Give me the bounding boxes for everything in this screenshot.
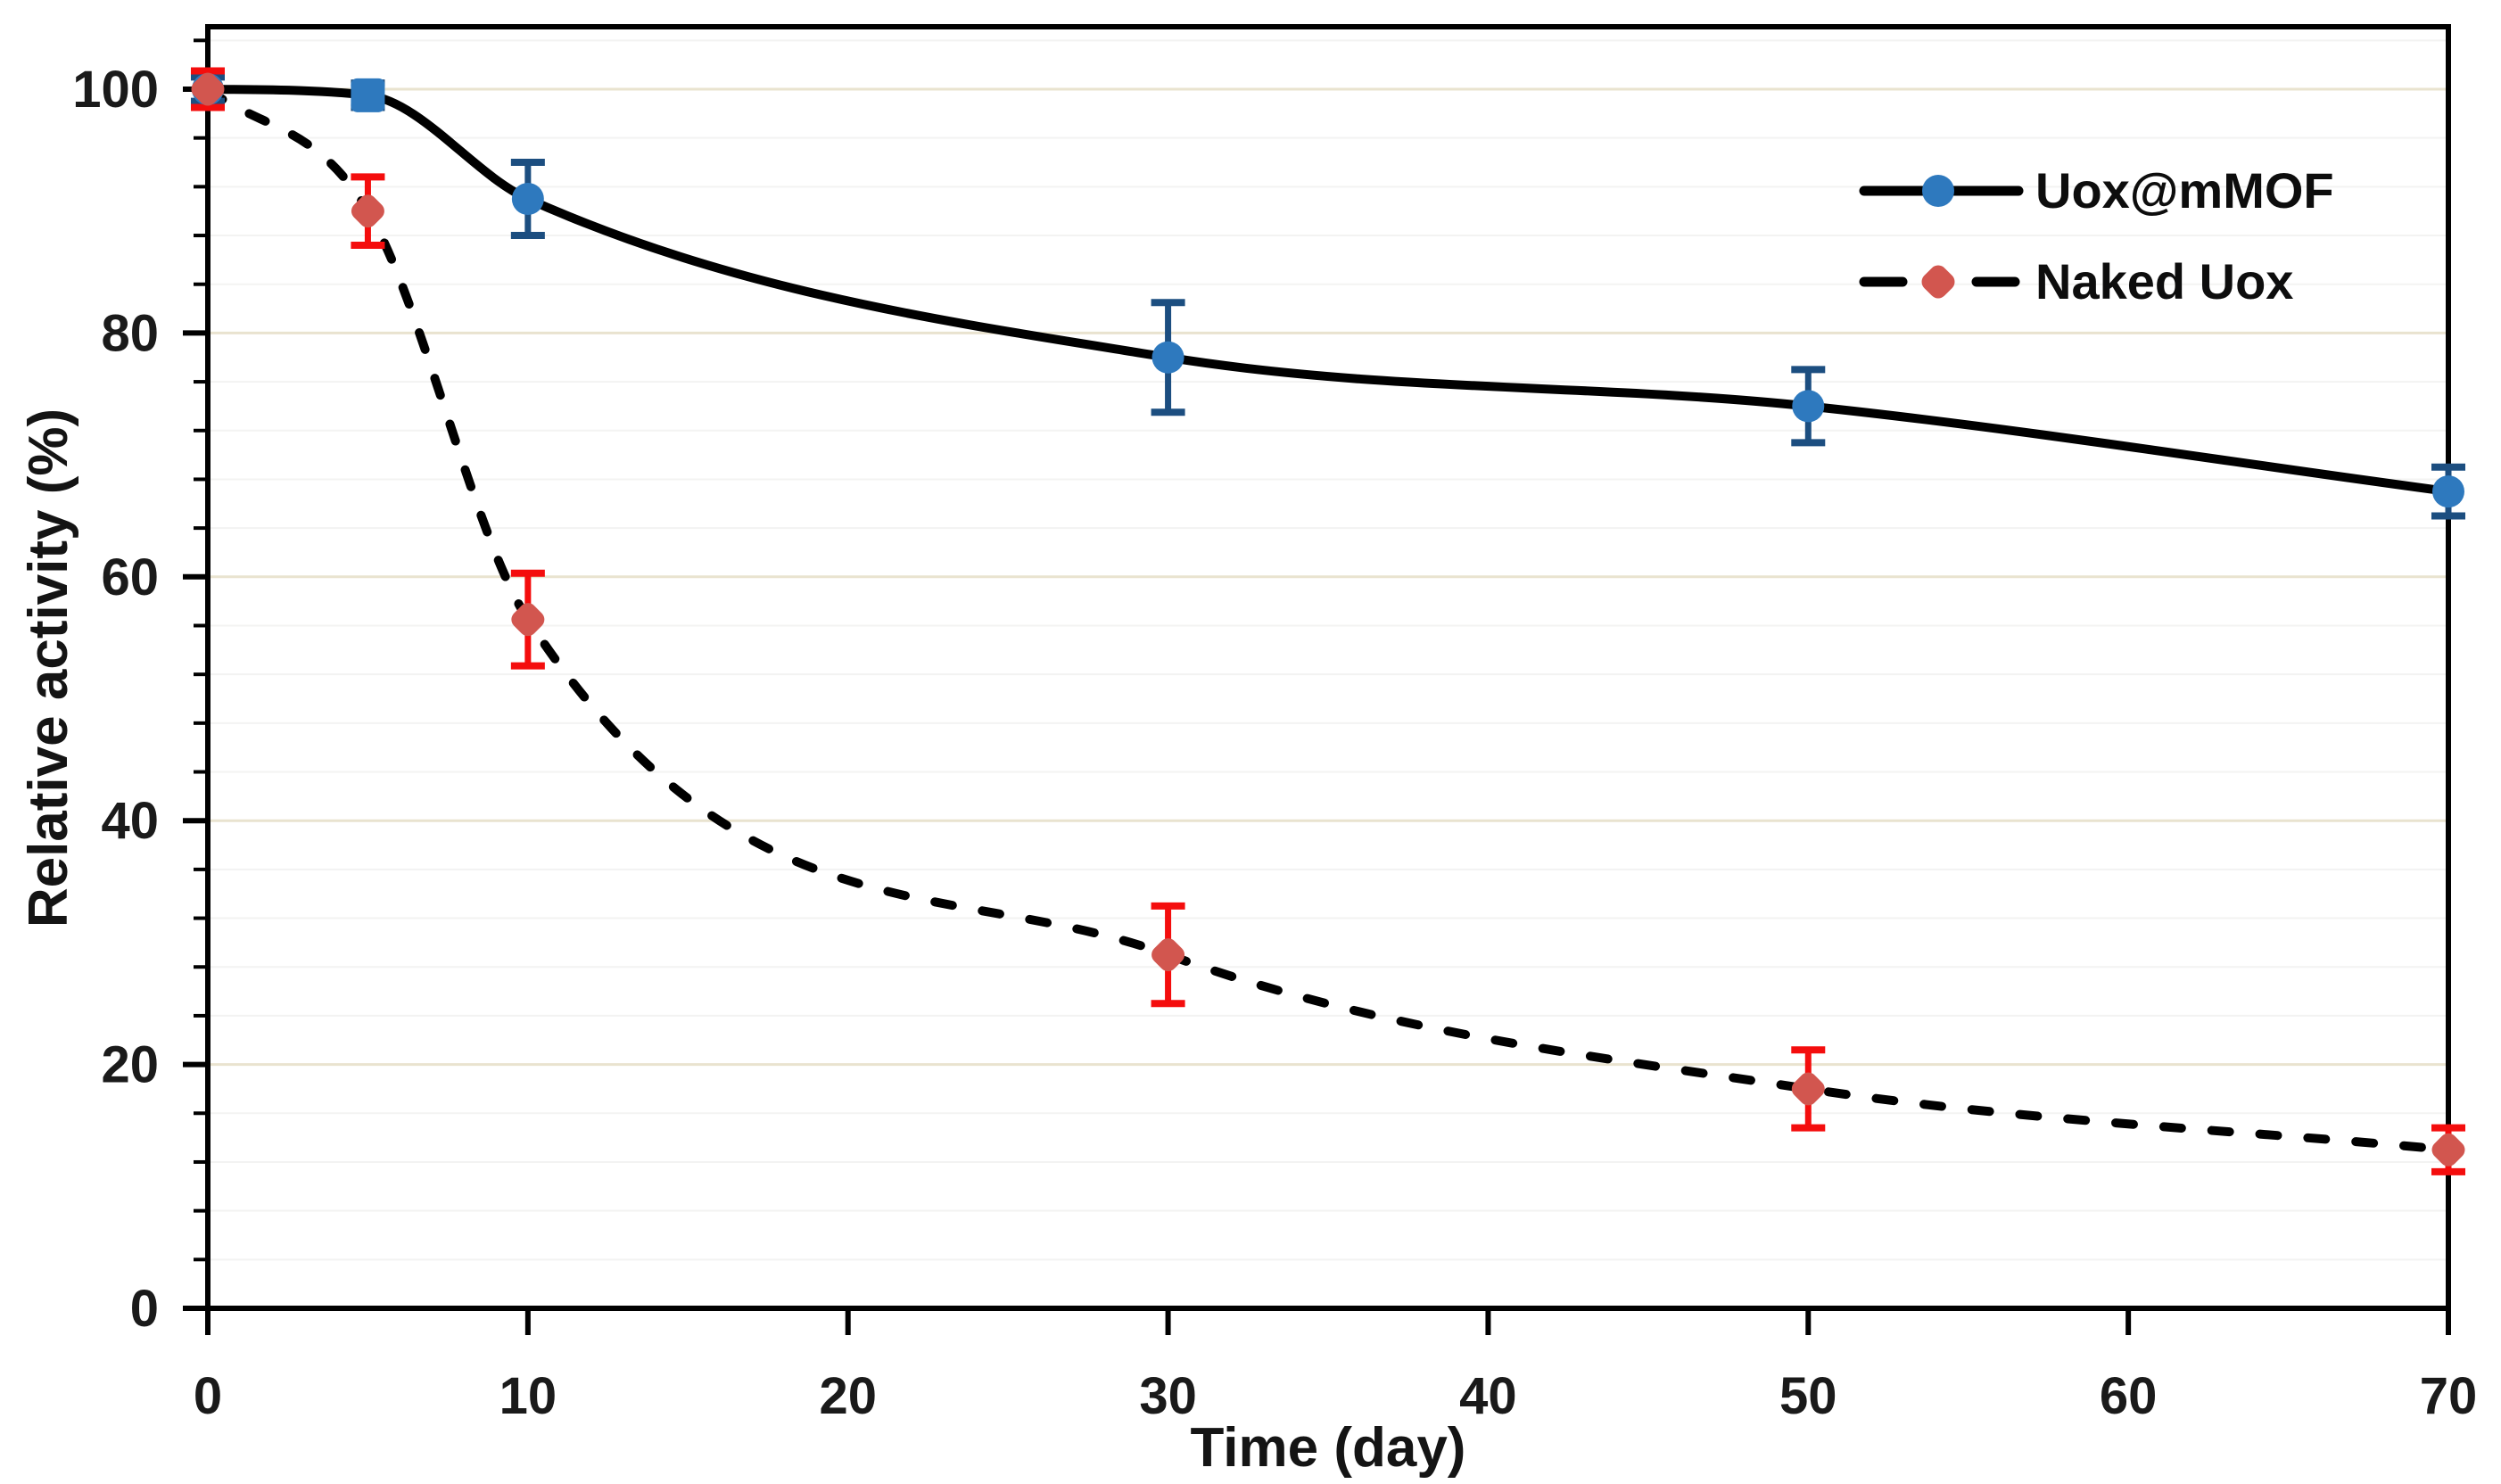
y-tick-label: 40 (101, 792, 159, 850)
x-tick-label: 20 (819, 1367, 877, 1425)
legend-marker-naked-uox (1921, 265, 1955, 299)
x-tick-label: 30 (1139, 1367, 1197, 1425)
x-tick-label: 50 (1779, 1367, 1837, 1425)
marker-naked-uox (191, 72, 225, 106)
series-line-uox-mmof (203, 85, 2453, 497)
y-tick-label: 60 (101, 548, 159, 606)
marker-naked-uox (1791, 1072, 1825, 1106)
marker-naked-uox (511, 603, 545, 637)
marker-naked-uox (351, 194, 384, 228)
x-tick-label: 40 (1459, 1367, 1517, 1425)
marker-uox-mmof (1151, 341, 1184, 374)
marker-uox-mmof (1792, 390, 1825, 423)
plot-border (205, 24, 2451, 1311)
y-tick-label: 20 (101, 1036, 159, 1094)
x-tick-label: 10 (499, 1367, 557, 1425)
marker-uox-mmof (511, 183, 544, 216)
marker-naked-uox (1151, 938, 1185, 972)
marker-uox-mmof (2432, 475, 2464, 508)
marker-naked-uox (2431, 1133, 2465, 1167)
legend-marker-uox-mmof (1922, 175, 1954, 207)
y-tick-label: 100 (72, 61, 159, 119)
marker-uox-mmof (351, 78, 385, 112)
legend-label-uox-mmof: Uox@mMOF (2035, 162, 2334, 218)
x-axis-title: Time (day) (1190, 1417, 1466, 1479)
y-tick-label: 0 (130, 1280, 159, 1338)
series-line-naked-uox (203, 85, 2453, 1155)
x-tick-label: 60 (2100, 1367, 2158, 1425)
y-axis-title: Relative activity (%) (18, 408, 79, 928)
x-tick-label: 70 (2420, 1367, 2478, 1425)
y-tick-label: 80 (101, 304, 159, 362)
legend-label-naked-uox: Naked Uox (2035, 253, 2294, 309)
x-tick-label: 0 (194, 1367, 222, 1425)
